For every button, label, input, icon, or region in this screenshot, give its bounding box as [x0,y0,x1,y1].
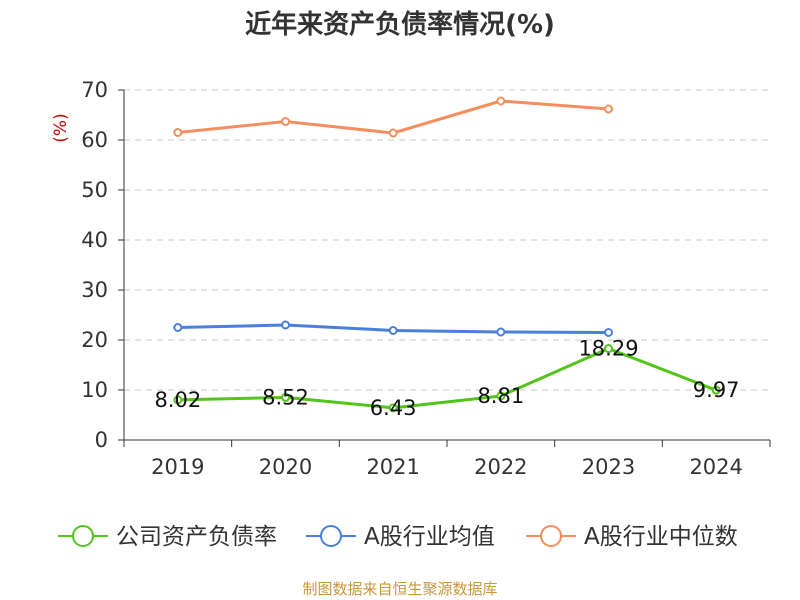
series-3 [173,96,613,138]
chart-title: 近年来资产负债率情况(%) [245,9,555,40]
data-labels: 8.02 8.52 6.43 8.81 18.29 9.97 [154,337,739,420]
axes: 0 10 20 30 40 50 60 70 2019 2020 2021 2022 2023 2024 [81,78,771,479]
data-point-2021 [388,326,398,335]
data-point-2020 [281,392,290,402]
series-1 [173,344,721,413]
data-label-2023: 18.29 [578,337,638,361]
data-point-2022 [496,327,506,337]
data-point-2021 [388,403,398,413]
data-point-2023 [604,344,613,354]
y-tick-label: 0 [95,428,108,452]
legend-marker [320,525,342,547]
y-tick-label: 40 [81,228,108,252]
y-tick-label: 50 [81,178,108,202]
y-tick-label: 30 [81,278,108,302]
y-tick-label: 20 [81,328,108,352]
y-tick-label: 70 [81,78,108,102]
series-line [176,99,610,135]
data-point-2023 [604,104,613,114]
data-point-2021 [388,128,398,138]
data-point-2022 [496,391,506,401]
x-tick-label-2023: 2023 [582,455,635,479]
legend-marker [540,525,562,547]
data-label-2020: 8.52 [262,385,309,409]
legend-item-2[interactable]: A股行业均值 [306,524,495,550]
data-point-2019 [173,128,183,137]
legend-item-3[interactable]: A股行业中位数 [526,524,738,550]
x-tick-label-2019: 2019 [151,455,204,479]
data-point-2022 [496,96,506,106]
y-axis-label: (%) [51,113,71,142]
x-tick-label-2021: 2021 [366,455,419,479]
x-tick-label-2020: 2020 [259,455,312,479]
y-tick-label: 60 [81,128,108,152]
data-point-2019 [173,395,183,405]
series [173,96,721,413]
data-label-2024: 9.97 [693,378,740,402]
grid [124,89,770,391]
x-tick-label-2022: 2022 [474,455,527,479]
legend-label: 公司资产负债率 [116,524,277,550]
legend-marker [72,525,94,547]
data-label-2022: 8.81 [477,384,524,408]
data-point-2020 [281,117,290,126]
legend-label: A股行业中位数 [584,524,738,550]
source-note: 制图数据来自恒生聚源数据库 [302,580,497,598]
legend-label: A股行业均值 [364,524,495,550]
data-label-2021: 6.43 [370,396,417,420]
legend-item-1[interactable]: 公司资产负债率 [58,524,277,550]
series-line [176,347,718,410]
series-2 [173,320,613,337]
legend[interactable]: 公司资产负债率 A股行业均值 A股行业中位数 [58,524,738,550]
x-tick-label-2024: 2024 [689,455,742,479]
y-tick-label: 10 [81,378,108,402]
data-point-2019 [173,323,183,332]
data-point-2020 [281,320,290,330]
data-label-2019: 8.02 [154,388,201,412]
data-point-2023 [604,328,613,337]
data-point-2024 [711,385,721,395]
